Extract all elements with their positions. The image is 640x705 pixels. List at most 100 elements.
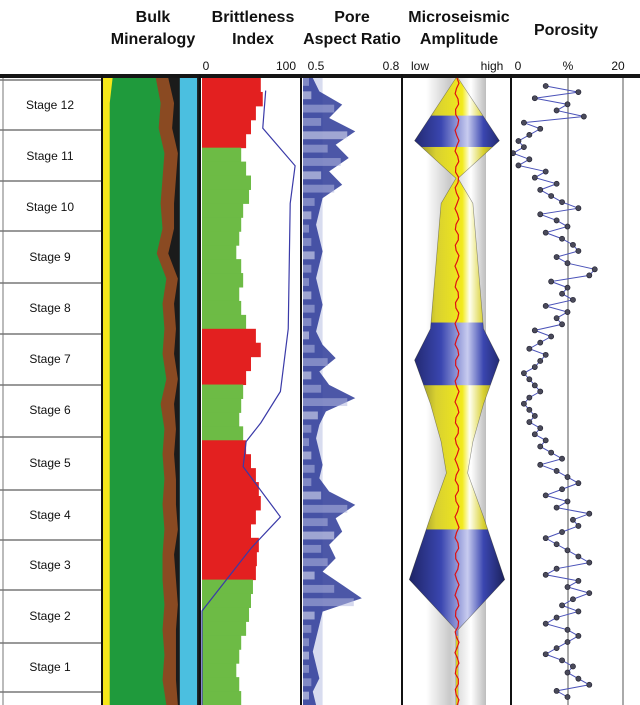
porosity-point — [526, 131, 533, 138]
header-pore-2: Aspect Ratio — [303, 31, 401, 48]
brittleness-fill-bar — [202, 370, 247, 386]
tick-porosity-max: 20 — [611, 59, 625, 73]
porosity-point — [537, 443, 544, 450]
pore-aspect-band — [303, 504, 348, 513]
porosity-point — [575, 523, 582, 529]
porosity-point — [575, 248, 582, 254]
tick-brittle-max: 100 — [276, 59, 296, 73]
pore-aspect-band — [303, 571, 315, 580]
porosity-point — [553, 687, 560, 694]
pore-aspect-band — [303, 184, 335, 193]
porosity-point — [570, 663, 576, 670]
pore-aspect-band — [303, 398, 348, 407]
pore-aspect-band — [303, 131, 348, 140]
pore-aspect-band — [303, 518, 328, 527]
tick-pore-max: 0.8 — [383, 59, 400, 73]
header-rule — [0, 74, 640, 78]
porosity-point — [537, 339, 544, 346]
porosity-point — [542, 620, 549, 627]
pore-aspect-band — [303, 104, 335, 113]
pore-aspect-band — [303, 678, 312, 687]
porosity-point — [542, 535, 549, 542]
porosity-point — [564, 309, 571, 315]
brittleness-fill-bar — [202, 398, 242, 413]
porosity-point — [521, 400, 527, 407]
porosity-point — [537, 186, 544, 193]
stage-label: Stage 11 — [26, 149, 73, 163]
porosity-point — [564, 547, 571, 554]
brittleness-fill-bar — [202, 649, 240, 664]
pore-aspect-band — [303, 598, 354, 607]
brittleness-fill-bar — [202, 565, 256, 581]
brittleness-fill-bar — [202, 314, 247, 330]
brittleness-fill-bar — [202, 78, 261, 93]
brittleness-fill-bar — [202, 105, 256, 121]
porosity-point — [553, 107, 560, 114]
porosity-point — [526, 394, 533, 401]
header-bulk-1: Bulk — [136, 9, 171, 26]
porosity-point — [542, 492, 549, 499]
porosity-point — [570, 516, 576, 523]
pore-aspect-band — [303, 491, 322, 500]
stage-label: Stage 10 — [26, 200, 74, 214]
brittleness-fill-bar — [202, 635, 242, 650]
porosity-point — [553, 614, 560, 621]
porosity-point — [559, 657, 565, 664]
porosity-point — [531, 364, 538, 370]
pore-aspect-band — [303, 171, 322, 180]
porosity-point — [570, 241, 576, 248]
porosity-point — [553, 315, 560, 322]
pore-aspect-band — [303, 544, 322, 553]
porosity-point — [559, 455, 565, 462]
porosity-point — [586, 590, 593, 597]
brittleness-fill-bar — [202, 300, 242, 316]
porosity-point — [559, 235, 565, 242]
porosity-point — [537, 358, 544, 364]
porosity-point — [542, 83, 549, 89]
tick-brittle-min: 0 — [203, 59, 210, 73]
pore-aspect-band — [303, 291, 312, 300]
pore-aspect-band — [303, 464, 315, 473]
pore-aspect-band — [303, 651, 309, 660]
porosity-point — [575, 608, 582, 615]
brittleness-fill-bar — [202, 133, 247, 149]
porosity-point — [564, 498, 571, 505]
pore-aspect-band — [303, 78, 309, 86]
pore-aspect-band — [303, 264, 312, 273]
porosity-point — [531, 95, 538, 102]
tick-porosity-pct: % — [563, 59, 574, 73]
tick-porosity-min: 0 — [515, 59, 522, 73]
header-micro-1: Microseismic — [408, 9, 509, 26]
pore-aspect-band — [303, 278, 309, 286]
porosity-point — [575, 480, 582, 487]
pore-aspect-band — [303, 211, 312, 220]
pore-aspect-band — [303, 531, 335, 540]
microseismic-outline — [408, 77, 506, 705]
porosity-point — [531, 431, 538, 438]
porosity-point — [526, 156, 533, 163]
pore-aspect-track — [303, 78, 362, 705]
pore-aspect-band — [303, 584, 335, 593]
pore-aspect-band — [303, 358, 328, 366]
brittleness-fill-bar — [202, 203, 244, 218]
porosity-point — [564, 694, 571, 700]
brittleness-fill-bar — [202, 161, 247, 177]
porosity-point — [559, 290, 565, 297]
porosity-point — [542, 229, 549, 236]
mineral-quartz — [103, 78, 167, 705]
brittleness-fill-bar — [202, 426, 244, 441]
porosity-point — [537, 211, 544, 218]
brittleness-fill-bar — [202, 579, 253, 595]
brittleness-fill-bar — [202, 496, 261, 511]
porosity-point — [564, 626, 571, 633]
porosity-line — [511, 85, 596, 698]
pore-aspect-band — [303, 251, 315, 260]
porosity-point — [515, 138, 522, 144]
pore-aspect-band — [303, 451, 312, 460]
brittleness-fill-bar — [202, 482, 259, 497]
porosity-point — [521, 119, 527, 126]
header-bulk-2: Mineralogy — [111, 31, 196, 48]
porosity-point — [553, 180, 560, 187]
pore-aspect-band — [303, 371, 312, 380]
stage-label: Stage 6 — [29, 403, 71, 417]
